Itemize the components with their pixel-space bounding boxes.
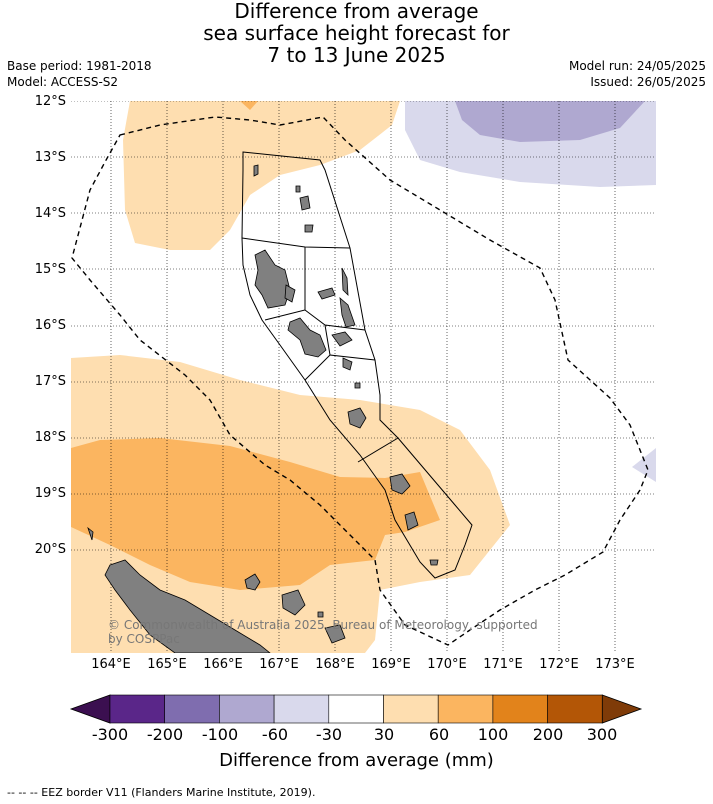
lon-label: 172°E [539,657,579,672]
island-mare [324,624,346,644]
meta-left: Base period: 1981-2018 Model: ACCESS-S2 [7,58,152,90]
islands [87,164,439,653]
lat-label: 19°S [34,486,66,501]
colorbar-segment [437,694,494,724]
island-ambrym [331,331,353,347]
colorbar-segment [383,694,439,724]
graticule [71,101,656,653]
lat-label: 20°S [34,542,66,557]
colorbar-segment [109,694,166,724]
lon-label: 171°E [483,657,523,672]
anomaly-region-60-100-south [71,438,440,590]
lat-label: 14°S [34,206,66,221]
lon-label: 170°E [427,657,467,672]
anomaly-region-neg60-neg100 [455,101,645,142]
model-name: Model: ACCESS-S2 [7,75,119,89]
map-plot-area [71,101,656,653]
copyright-notice: © Commonwealth of Australia 2025, Bureau… [108,618,538,646]
lon-label: 168°E [315,657,355,672]
colorbar-segment [273,694,330,724]
title-line-1: Difference from average [234,0,479,23]
eez-border [71,116,649,646]
colorbar-tick-label: 100 [477,725,509,744]
lon-label: 166°E [203,657,243,672]
colorbar-segment [219,694,275,724]
lat-label: 18°S [34,430,66,445]
colorbar-extend-low [69,694,111,724]
island-epi [342,357,353,371]
colorbar-tick-label: -100 [201,725,239,744]
island-vanua-lava [299,195,311,211]
lon-label: 164°E [91,657,131,672]
island-efate [347,407,367,429]
island-erromango [389,473,411,495]
issued-date: Issued: 26/05/2025 [590,75,706,89]
title-line-3: 7 to 13 June 2025 [267,43,446,67]
title-line-2: sea surface height forecast for [203,21,510,45]
island-belep [87,526,94,541]
colorbar-tick-label: -200 [146,725,184,744]
colorbar-segment [492,694,548,724]
colorbar-tick-label: -30 [315,725,343,744]
model-run: Model run: 24/05/2025 [568,59,706,73]
island-shepherd [354,382,361,389]
island-maewo [341,267,349,297]
island-new-caledonia [104,559,271,653]
map-title: Difference from average sea surface heig… [0,0,713,66]
island-ouvea [244,573,261,591]
anomaly-region-60-100-north [240,101,258,110]
colorbar [69,694,643,724]
lon-label: 165°E [147,657,187,672]
island-gaua [304,224,314,233]
island-tiga [317,611,324,618]
island-tanna [404,511,419,531]
lat-label: 13°S [34,150,66,165]
colorbar-segment [547,694,603,724]
island-torres [253,164,259,177]
anomaly-region-30-60-north [71,101,400,250]
colorbar-tick-label: 300 [586,725,618,744]
island-pentecost [339,297,356,328]
lon-label: 169°E [371,657,411,672]
province-boundaries [241,151,473,579]
lat-label: 16°S [34,318,66,333]
island-ambae [317,287,336,300]
lon-label: 173°E [595,657,635,672]
colorbar-extend-high [601,694,643,724]
island-malekula [287,317,327,358]
island-espiritu-santo [254,249,291,309]
colorbar-segment [328,694,384,724]
colorbar-segment [164,694,220,724]
colorbar-title: Difference from average (mm) [219,750,494,771]
island-north-1 [295,185,301,193]
eez-legend-footer: -- -- -- EEZ border V11 (Flanders Marine… [7,786,316,799]
colorbar-tick-label: -60 [261,725,289,744]
anomaly-region-neg30-neg60-east [632,448,656,482]
lat-label: 17°S [34,374,66,389]
lat-label: 15°S [34,262,66,277]
colorbar-tick-label: 60 [428,725,450,744]
lon-label: 167°E [259,657,299,672]
island-lifou [281,589,306,616]
lat-label: 12°S [34,94,66,109]
meta-right: Model run: 24/05/2025 Issued: 26/05/2025 [569,58,706,90]
island-aneityum [429,559,439,566]
island-malo [284,284,296,303]
base-period: Base period: 1981-2018 [7,59,152,73]
colorbar-tick-label: 30 [373,725,395,744]
colorbar-tick-label: 200 [532,725,564,744]
colorbar-tick-label: -300 [91,725,129,744]
